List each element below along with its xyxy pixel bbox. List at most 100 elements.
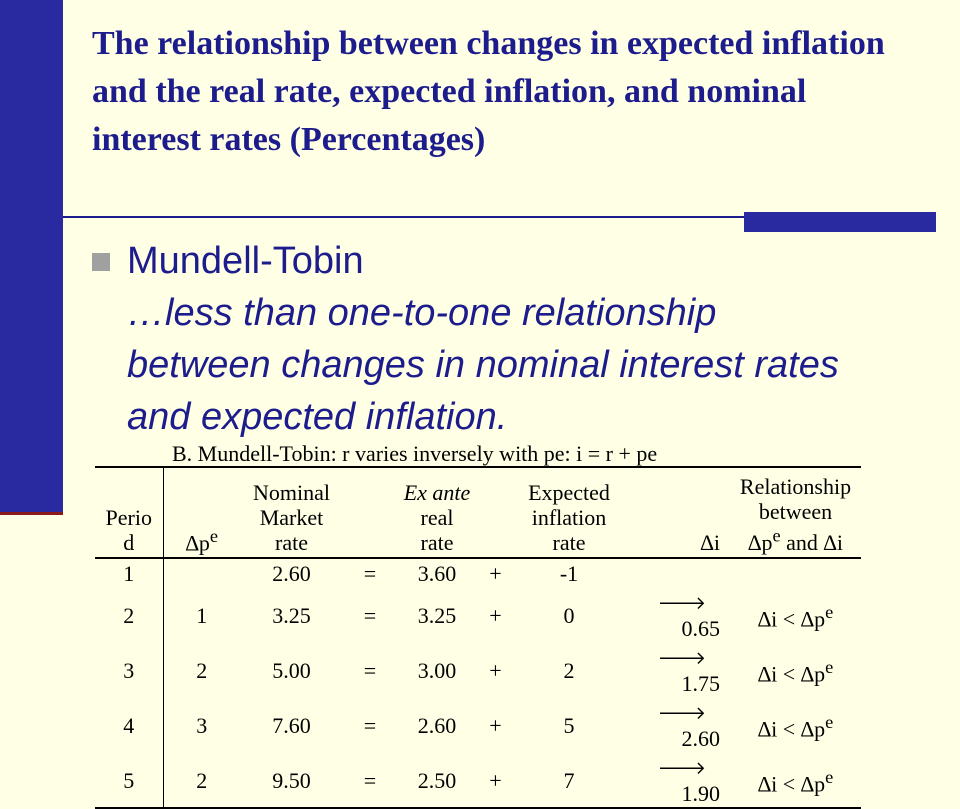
cell-delta-i: 🡒1.75 bbox=[624, 642, 730, 697]
header-delta-pe-sup: e bbox=[209, 526, 219, 546]
cell-delta-i-value: 1.90 bbox=[681, 781, 721, 807]
header-spacer-plus bbox=[477, 467, 514, 560]
cell-delta-i bbox=[624, 558, 730, 587]
table-caption: B. Mundell-Tobin: r varies inversely wit… bbox=[172, 441, 658, 466]
bullet-square-icon bbox=[92, 253, 110, 271]
cell-delta-i: 🡒1.90 bbox=[624, 752, 730, 808]
cell-real: 3.00 bbox=[417, 657, 457, 683]
cell-nominal: 7.60 bbox=[272, 712, 311, 738]
cell-equals: = bbox=[363, 712, 377, 738]
right-arrow-icon: 🡒 bbox=[657, 648, 706, 670]
cell-real: 2.50 bbox=[417, 767, 457, 793]
cell-relationship-sup: e bbox=[825, 656, 834, 677]
title-divider-line bbox=[63, 216, 748, 218]
slide-title: The relationship between changes in expe… bbox=[92, 25, 885, 158]
table-row: 2 1 3.25 = 3.25 + 0 🡒0.65 ∆i < ∆pe bbox=[95, 587, 861, 643]
cell-period: 4 bbox=[123, 712, 135, 738]
cell-equals: = bbox=[363, 657, 377, 683]
header-nominal-rate: Nominal Market rate bbox=[240, 467, 343, 560]
cell-relationship bbox=[730, 558, 861, 587]
cell-equals: = bbox=[363, 602, 377, 628]
cell-inflation: 5 bbox=[563, 712, 575, 738]
header-nominal-line2: Market bbox=[259, 505, 324, 531]
header-real-rate: Ex ante real rate bbox=[397, 467, 477, 560]
cell-inflation: 2 bbox=[563, 657, 575, 683]
header-period: Perio d bbox=[95, 467, 163, 560]
cell-delta-pe: 1 bbox=[162, 587, 240, 643]
title-divider-block bbox=[744, 212, 936, 232]
cell-nominal: 9.50 bbox=[272, 767, 311, 793]
cell-delta-pe: 2 bbox=[162, 642, 240, 698]
cell-plus: + bbox=[489, 657, 502, 683]
right-arrow-icon: 🡒 bbox=[657, 703, 706, 725]
cell-relationship-text: ∆i < ∆p bbox=[757, 770, 826, 796]
left-accent-bar bbox=[0, 0, 63, 515]
header-relationship-line3: ∆pe and ∆i bbox=[748, 526, 843, 556]
cell-period: 5 bbox=[123, 767, 135, 793]
cell-delta-i-value: 0.65 bbox=[681, 616, 721, 642]
cell-delta-i-value: 2.60 bbox=[681, 726, 721, 752]
cell-delta-pe: 2 bbox=[162, 752, 240, 809]
cell-relationship-text: ∆i < ∆p bbox=[757, 660, 826, 686]
cell-inflation: -1 bbox=[559, 561, 579, 587]
cell-real: 2.60 bbox=[417, 712, 457, 738]
cell-period: 2 bbox=[123, 602, 135, 628]
bullet-heading: Mundell-Tobin bbox=[127, 240, 364, 282]
header-real-line3: rate bbox=[420, 530, 454, 556]
cell-real: 3.25 bbox=[417, 602, 457, 628]
cell-delta-i: 🡒0.65 bbox=[624, 587, 730, 642]
table-row: 5 2 9.50 = 2.50 + 7 🡒1.90 ∆i < ∆pe bbox=[95, 752, 861, 809]
header-period-line2: d bbox=[123, 530, 135, 556]
cell-relationship: ∆i < ∆pe bbox=[730, 697, 861, 752]
cell-plus: + bbox=[489, 767, 502, 793]
cell-nominal: 2.60 bbox=[272, 561, 311, 587]
header-delta-pe-delta: ∆ bbox=[185, 530, 199, 556]
header-expected-line3: rate bbox=[552, 530, 586, 556]
cell-period: 3 bbox=[123, 657, 135, 683]
cell-inflation: 7 bbox=[563, 767, 575, 793]
table-header-row: Perio d ∆pe Nominal Market rate Ex ante … bbox=[95, 467, 861, 560]
header-ex-ante: Ex ante bbox=[403, 480, 471, 506]
cell-relationship-sup: e bbox=[825, 601, 834, 622]
header-real-line2: real bbox=[420, 505, 454, 531]
cell-period: 1 bbox=[123, 561, 135, 587]
cell-relationship: ∆i < ∆pe bbox=[730, 642, 861, 697]
cell-plus: + bbox=[489, 602, 502, 628]
header-relationship-line2: between bbox=[758, 499, 833, 524]
cell-relationship: ∆i < ∆pe bbox=[730, 752, 861, 808]
header-delta-pe: ∆pe bbox=[162, 467, 240, 560]
cell-relationship-text: ∆i < ∆p bbox=[757, 605, 826, 631]
header-delta-i: ∆i bbox=[624, 467, 730, 560]
cell-delta-pe: 3 bbox=[162, 697, 240, 753]
cell-equals: = bbox=[363, 561, 377, 587]
header-nominal-line1: Nominal bbox=[253, 480, 330, 506]
header-nominal-line3: rate bbox=[275, 530, 308, 556]
header-expected-line1: Expected bbox=[528, 480, 610, 506]
bullet-body: …less than one-to-one relationship betwe… bbox=[127, 292, 839, 438]
cell-delta-i: 🡒2.60 bbox=[624, 697, 730, 752]
cell-nominal: 5.00 bbox=[272, 657, 311, 683]
cell-delta-pe bbox=[162, 558, 240, 588]
cell-relationship-sup: e bbox=[825, 766, 834, 787]
cell-relationship-sup: e bbox=[825, 711, 834, 732]
header-delta-i-label: ∆i bbox=[700, 530, 720, 556]
cell-nominal: 3.25 bbox=[272, 602, 311, 628]
header-expected-inflation: Expected inflation rate bbox=[514, 467, 624, 560]
header-spacer-eq bbox=[343, 467, 397, 560]
header-expected-line2: inflation bbox=[531, 505, 607, 531]
table-row: 3 2 5.00 = 3.00 + 2 🡒1.75 ∆i < ∆pe bbox=[95, 642, 861, 698]
right-arrow-icon: 🡒 bbox=[657, 758, 706, 780]
cell-inflation: 0 bbox=[563, 602, 575, 628]
cell-plus: + bbox=[489, 561, 502, 587]
right-arrow-icon: 🡒 bbox=[657, 593, 706, 615]
data-table: Perio d ∆pe Nominal Market rate Ex ante … bbox=[95, 466, 861, 809]
cell-equals: = bbox=[363, 767, 377, 793]
cell-real: 3.60 bbox=[417, 561, 457, 587]
header-relationship-line1: Relationship bbox=[739, 474, 852, 499]
header-delta-pe-p: p bbox=[198, 530, 210, 556]
table-row: 1 2.60 = 3.60 + -1 bbox=[95, 558, 861, 588]
cell-relationship: ∆i < ∆pe bbox=[730, 587, 861, 642]
header-relationship: Relationship between ∆pe and ∆i bbox=[730, 467, 861, 560]
header-period-line1: Perio bbox=[105, 505, 152, 531]
table-row: 4 3 7.60 = 2.60 + 5 🡒2.60 ∆i < ∆pe bbox=[95, 697, 861, 753]
